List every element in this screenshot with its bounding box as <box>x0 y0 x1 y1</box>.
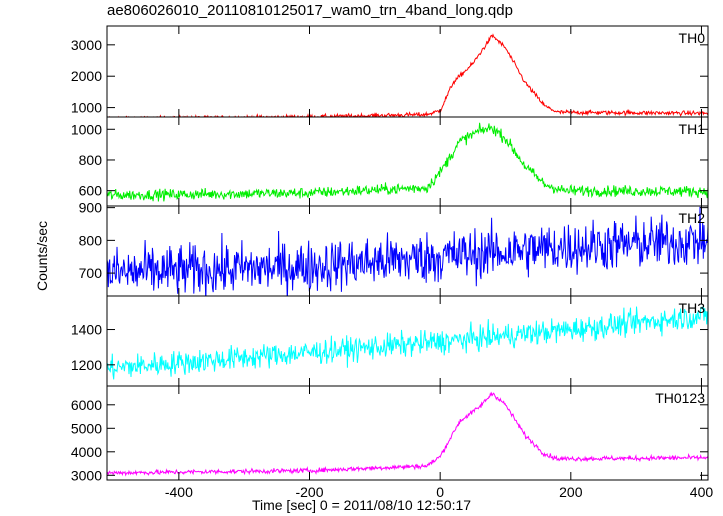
x-tick-label: 400 <box>690 484 714 500</box>
series-line-th1 <box>107 122 708 202</box>
panel-label: TH3 <box>679 300 706 316</box>
y-tick-label: 1200 <box>71 357 102 373</box>
panel-frame-th0 <box>106 25 709 118</box>
y-tick-label: 900 <box>79 200 103 216</box>
x-tick-label: 0 <box>436 484 444 500</box>
y-tick-label: 1400 <box>71 322 102 338</box>
y-tick-label: 800 <box>79 152 103 168</box>
panel-label: TH0123 <box>655 390 705 406</box>
series-line-th0123 <box>107 391 708 477</box>
y-tick-label: 2000 <box>71 68 102 84</box>
series-line-th2 <box>107 206 708 296</box>
y-tick-label: 6000 <box>71 397 102 413</box>
y-tick-label: 3000 <box>71 37 102 53</box>
x-tick-label: -200 <box>295 484 323 500</box>
y-tick-label: 1000 <box>71 100 102 116</box>
y-tick-label: 4000 <box>71 444 102 460</box>
series-line-th3 <box>107 306 708 380</box>
chart-title: ae806026010_20110810125017_wam0_trn_4ban… <box>107 2 513 19</box>
panel-frame-th0123 <box>106 385 709 481</box>
y-tick-label: 800 <box>79 232 103 248</box>
y-tick-label: 5000 <box>71 420 102 436</box>
panel-label: TH1 <box>679 121 706 137</box>
panel-label: TH0 <box>679 30 706 46</box>
y-tick-label: 600 <box>79 183 103 199</box>
x-axis-label: Time [sec] 0 = 2011/08/10 12:50:17 <box>251 497 472 513</box>
series-line-th0 <box>107 33 708 117</box>
x-tick-label: 200 <box>559 484 583 500</box>
y-tick-label: 3000 <box>71 467 102 483</box>
x-tick-label: -400 <box>165 484 193 500</box>
y-tick-label: 1000 <box>71 121 102 137</box>
panel-label: TH2 <box>679 210 706 226</box>
y-tick-label: 700 <box>79 265 103 281</box>
